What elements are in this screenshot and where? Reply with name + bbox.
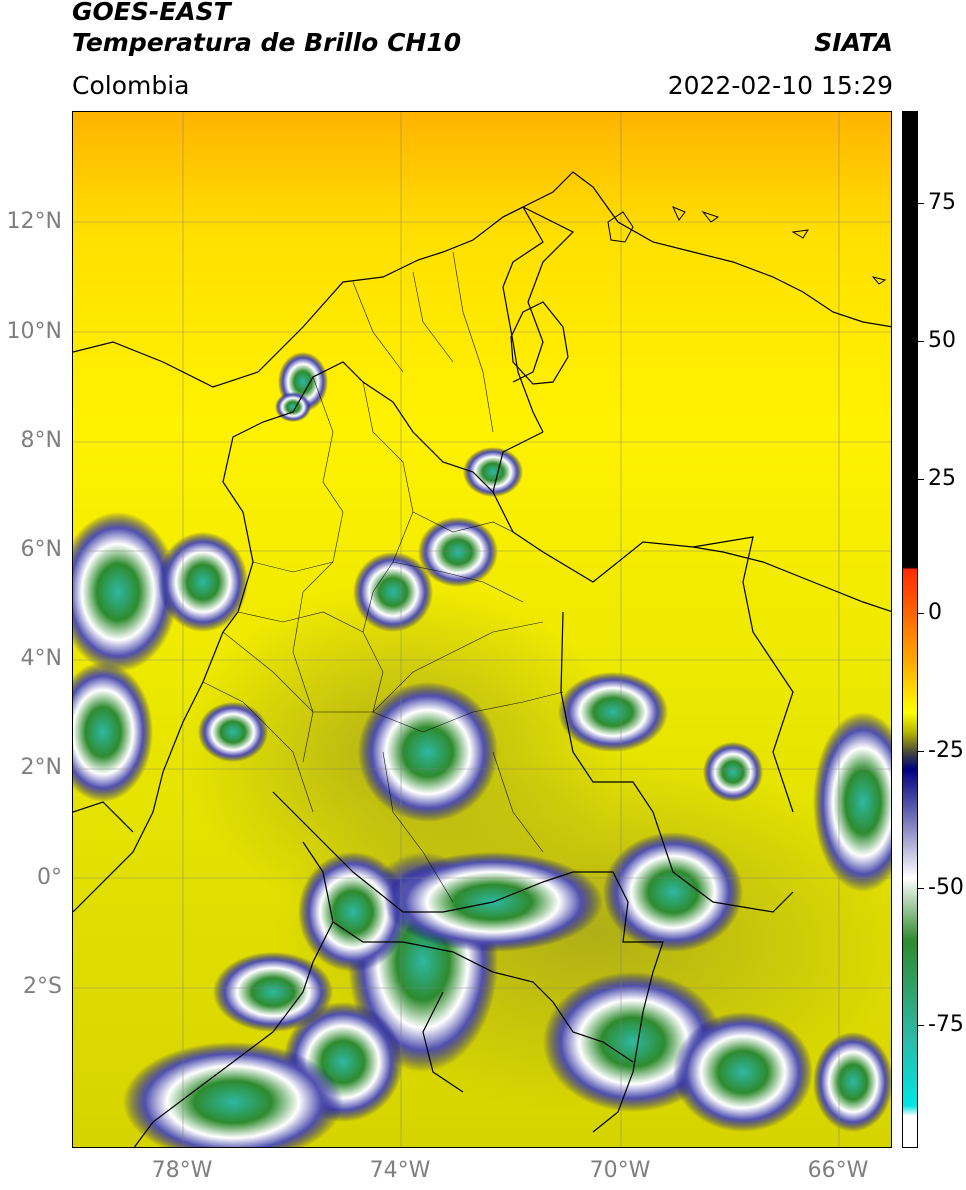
title-line-1: GOES-EAST [72,0,231,26]
colorbar-tick [918,203,924,204]
region-label: Colombia [72,71,190,100]
organization-label: SIATA [814,28,893,57]
lon-label-74w: 74°W [369,1158,431,1183]
lon-label-78w: 78°W [151,1158,213,1183]
lat-label-0: 0° [37,865,62,890]
map-gridlines [73,112,891,1147]
colorbar-tick [918,341,924,342]
colorbar-tick [918,613,924,614]
country-borders [73,171,891,1147]
colorbar-label-0: 0 [928,600,942,625]
colorbar-label-minus25: -25 [928,738,964,763]
lat-label-2n: 2°N [20,755,62,780]
lon-label-70w: 70°W [589,1158,651,1183]
colorbar-label-minus75: -75 [928,1012,964,1037]
colorbar-label-50: 50 [928,328,956,353]
lat-label-6n: 6°N [20,537,62,562]
colorbar-label-minus50: -50 [928,875,964,900]
timestamp-label: 2022-02-10 15:29 [667,71,893,100]
lon-label-66w: 66°W [807,1158,869,1183]
colorbar-tick [918,751,924,752]
colorbar-tick [918,888,924,889]
colorbar [902,111,918,1148]
map-canvas [73,112,891,1147]
colorbar-tick [918,479,924,480]
islands [607,206,887,285]
lat-label-2s: 2°S [23,974,62,999]
lat-label-12n: 12°N [6,209,62,234]
department-borders [202,251,564,903]
title-line-2: Temperatura de Brillo CH10 [72,28,462,57]
satellite-map[interactable] [72,111,892,1148]
lat-label-4n: 4°N [20,646,62,671]
colorbar-tick [918,1025,924,1026]
lat-label-8n: 8°N [20,428,62,453]
colorbar-label-25: 25 [928,466,956,491]
lat-label-10n: 10°N [6,319,62,344]
colorbar-label-75: 75 [928,190,956,215]
